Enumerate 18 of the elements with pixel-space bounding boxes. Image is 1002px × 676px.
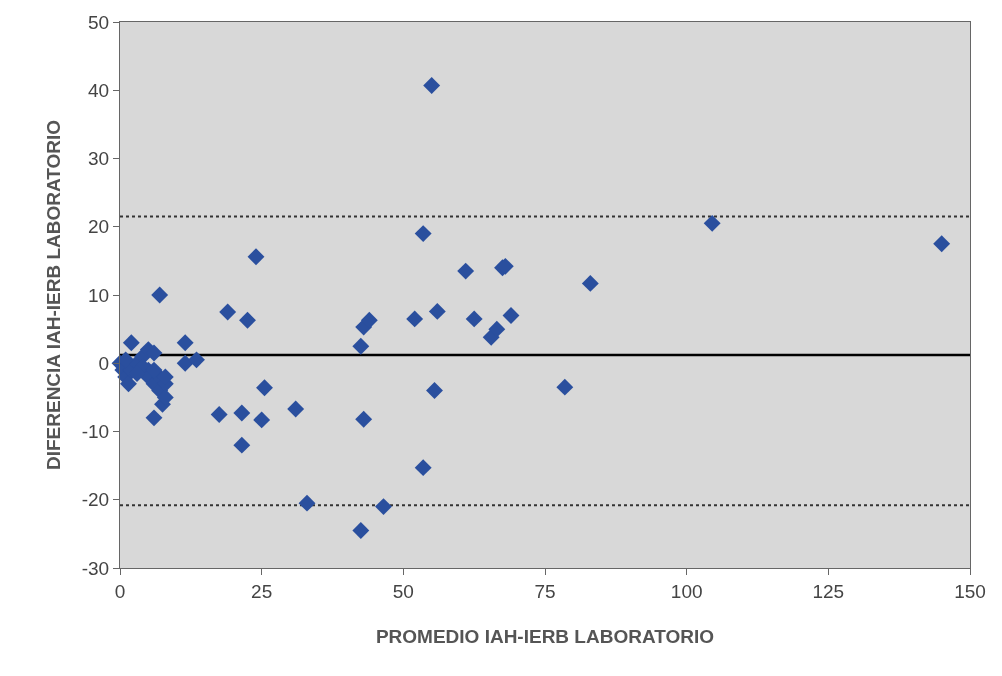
y-tick-label: 0 — [98, 352, 110, 374]
x-tick-label: 50 — [392, 580, 414, 602]
y-tick-label: 10 — [88, 284, 110, 306]
y-tick-label: 20 — [88, 216, 110, 238]
x-tick-label: 150 — [954, 580, 986, 602]
y-tick-label: -10 — [81, 421, 110, 443]
y-tick-label: 40 — [88, 79, 110, 101]
x-tick-label: 125 — [812, 580, 845, 602]
y-tick-label: -20 — [81, 489, 110, 511]
y-tick-label: -30 — [81, 557, 110, 579]
y-axis-title: DIFERENCIA IAH-IERB LABORATORIO — [42, 119, 64, 471]
x-tick-label: 25 — [251, 580, 273, 602]
y-tick-label: 50 — [88, 11, 110, 33]
x-axis-title: PROMEDIO IAH-IERB LABORATORIO — [375, 625, 715, 647]
y-tick-label: 30 — [88, 148, 110, 170]
x-tick-label: 0 — [114, 580, 126, 602]
x-tick-label: 75 — [534, 580, 556, 602]
x-tick-label: 100 — [670, 580, 703, 602]
